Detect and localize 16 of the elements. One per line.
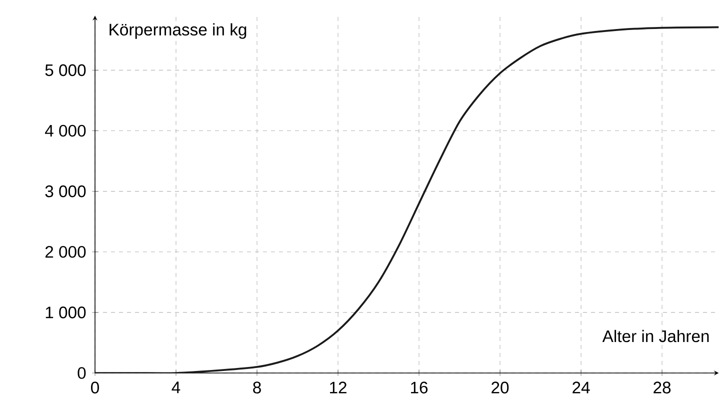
y-tick-label: 3 000 bbox=[45, 185, 86, 198]
x-tick-label: 24 bbox=[572, 382, 590, 394]
x-tick-label: 4 bbox=[172, 382, 180, 394]
y-tick-label: 2 000 bbox=[45, 246, 86, 258]
y-tick-label: 1 000 bbox=[46, 306, 86, 318]
y-axis-title: Körpermasse in kg bbox=[110, 23, 246, 39]
y-tick-label: 0 bbox=[78, 367, 86, 379]
x-tick-label: 28 bbox=[654, 382, 671, 394]
y-tick-label: 5 000 bbox=[45, 64, 86, 76]
x-tick-label: 16 bbox=[411, 382, 428, 394]
y-tick-label: 4 000 bbox=[45, 124, 86, 137]
x-axis-title: Alter in Jahren bbox=[602, 330, 709, 342]
x-tick-label: 0 bbox=[91, 382, 99, 394]
x-tick-label: 20 bbox=[492, 382, 509, 394]
x-tick-label: 12 bbox=[330, 382, 346, 394]
x-tick-label: 8 bbox=[253, 382, 261, 394]
